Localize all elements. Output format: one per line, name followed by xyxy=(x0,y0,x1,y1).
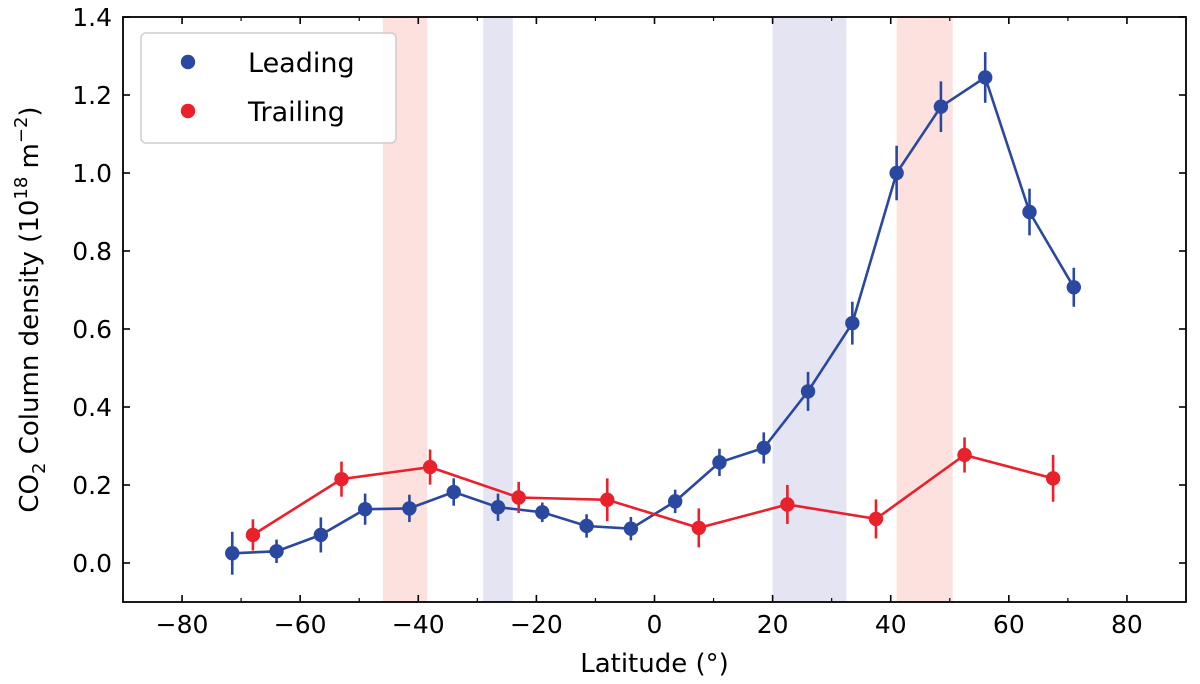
data-point xyxy=(800,384,816,399)
legend-marker-leading xyxy=(180,54,196,70)
x-tick-label: 20 xyxy=(757,610,789,639)
data-point xyxy=(269,544,284,559)
y-label-superscript-1: 18 xyxy=(11,177,32,200)
y-tick-label: 0.6 xyxy=(72,315,112,344)
legend-box xyxy=(140,32,397,144)
y-axis-label: CO2 Column density (1018 m−2) xyxy=(11,106,50,512)
data-point xyxy=(691,520,706,536)
data-point xyxy=(712,455,727,470)
y-tick-label: 1.0 xyxy=(72,159,112,188)
series-line xyxy=(252,453,1054,537)
x-tick-label: 40 xyxy=(875,610,907,639)
data-point xyxy=(225,546,240,561)
data-point xyxy=(1022,204,1037,220)
legend-label-leading: Leading xyxy=(248,48,355,79)
y-tick-label: 0.4 xyxy=(72,393,112,422)
data-point xyxy=(402,501,417,516)
data-point xyxy=(978,70,993,85)
x-tick-label: −40 xyxy=(392,610,445,639)
y-tick-label: 0.0 xyxy=(72,549,112,578)
x-tick-label: 80 xyxy=(1111,610,1143,639)
x-tick-label: −60 xyxy=(274,610,327,639)
data-point xyxy=(957,447,972,463)
data-point xyxy=(667,494,683,509)
y-label-unit: m xyxy=(15,143,45,177)
data-point xyxy=(313,527,329,543)
x-tick-label: 60 xyxy=(993,610,1025,639)
series-trailing xyxy=(245,437,1061,551)
shaded-band-3 xyxy=(896,17,953,602)
y-label-prefix: CO xyxy=(15,474,45,513)
data-point xyxy=(600,492,615,508)
data-point xyxy=(334,471,349,487)
data-point xyxy=(845,315,860,331)
y-axis-ticks: 0.0 0.2 0.4 0.6 0.8 1.0 1.2 1.4 xyxy=(72,3,1186,578)
data-point xyxy=(245,527,261,543)
data-point xyxy=(889,165,904,181)
x-tick-label: 0 xyxy=(647,610,663,639)
data-series xyxy=(225,52,1081,575)
x-tick-label: −80 xyxy=(156,610,209,639)
data-point xyxy=(357,501,373,517)
data-point xyxy=(490,500,506,515)
y-tick-label: 0.2 xyxy=(72,471,112,500)
y-label-subscript: 2 xyxy=(29,463,50,474)
data-point xyxy=(446,484,461,500)
legend-marker-trailing xyxy=(180,103,196,119)
series-leading xyxy=(225,52,1081,575)
data-point xyxy=(780,497,795,512)
data-point xyxy=(933,99,949,114)
y-label-suffix: ) xyxy=(15,106,45,116)
data-point xyxy=(422,459,438,475)
data-point xyxy=(756,440,771,456)
y-tick-label: 1.4 xyxy=(72,3,112,32)
data-point xyxy=(511,490,526,505)
legend: Leading Trailing xyxy=(140,32,397,144)
x-axis-ticks: −80 −60 −40 −20 0 20 40 60 80 xyxy=(122,17,1187,639)
y-label-superscript-2: −2 xyxy=(11,117,32,144)
y-tick-label: 0.8 xyxy=(72,237,112,266)
shaded-bands xyxy=(382,17,953,602)
data-point xyxy=(1066,280,1081,295)
data-point xyxy=(579,518,594,534)
data-point xyxy=(1045,471,1061,486)
x-tick-label: −20 xyxy=(510,610,563,639)
data-point xyxy=(868,511,884,527)
y-tick-label: 1.2 xyxy=(72,81,112,110)
legend-label-trailing: Trailing xyxy=(247,97,345,128)
shaded-band-2 xyxy=(772,17,847,602)
x-axis-label: Latitude (°) xyxy=(580,649,729,679)
y-label-middle: Column density (10 xyxy=(15,200,45,463)
data-point xyxy=(535,505,550,520)
data-point xyxy=(623,521,639,536)
